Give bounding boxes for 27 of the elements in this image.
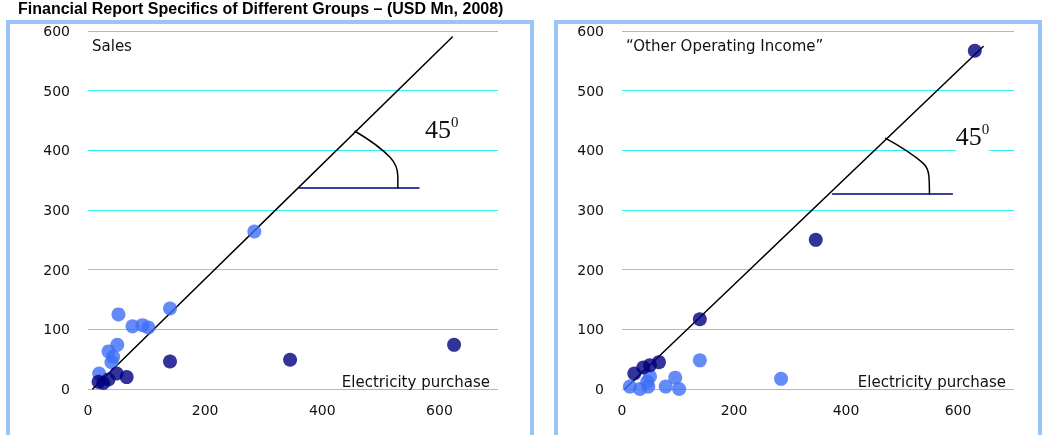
y-tick-label: 400	[43, 142, 70, 159]
chart-title: Financial Report Specifics of Different Groups – (USD Mn, 2008)	[18, 0, 504, 18]
y-tick-label: 600	[43, 23, 70, 39]
x-tick-label: 400	[832, 402, 860, 418]
y-tick-label: 100	[43, 321, 70, 338]
y-tick-label: 500	[43, 82, 70, 99]
x-tick-label: 0	[617, 402, 627, 418]
y-tick-label: 0	[61, 381, 70, 397]
y-tick-label: 200	[577, 261, 604, 278]
x-axis-title: Electricity purchase	[857, 372, 1006, 391]
y-tick-label: 200	[43, 261, 70, 278]
x-tick-label: 600	[944, 402, 972, 418]
x-tick-label: 0	[83, 402, 93, 418]
x-tick-label: 400	[308, 402, 336, 418]
annotation: Sales	[92, 36, 133, 55]
x-tick-label: 200	[720, 402, 748, 418]
y-tick-label: 500	[577, 82, 604, 99]
x-tick-label: 200	[191, 402, 219, 418]
x-tick-label: 600	[426, 402, 453, 418]
y-tick-label: 0	[595, 381, 604, 397]
y-tick-label: 600	[577, 23, 604, 39]
y-tick-label: 300	[577, 202, 604, 218]
y-tick-label: 400	[577, 142, 604, 159]
x-axis-title: Electricity purchase	[341, 372, 490, 391]
annotation: “Other Operating Income”	[626, 36, 824, 55]
y-tick-label: 100	[577, 321, 604, 338]
y-tick-label: 300	[43, 202, 70, 218]
